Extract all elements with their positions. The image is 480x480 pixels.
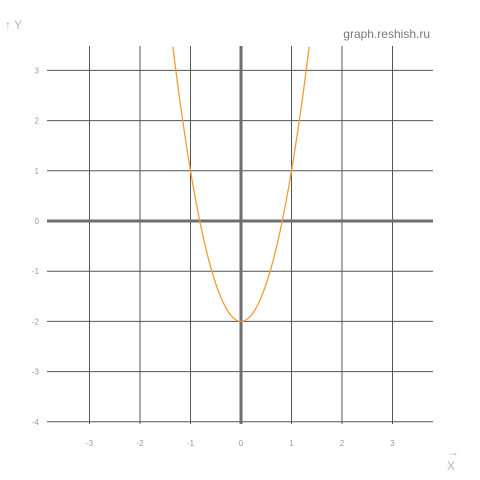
x-tick-label: 0 bbox=[239, 439, 244, 448]
y-tick-label: -3 bbox=[32, 368, 40, 377]
y-axis-title: ↑ Y bbox=[5, 18, 22, 32]
curve-series bbox=[172, 46, 310, 323]
x-tick-label: 1 bbox=[289, 439, 294, 448]
watermark: graph.reshish.ru bbox=[343, 27, 430, 41]
tick-labels: -3 -2 -1 0 1 2 3 -4 -3 -2 -1 0 1 2 3 bbox=[32, 66, 395, 448]
x-tick-label: 3 bbox=[390, 439, 395, 448]
y-tick-label: 2 bbox=[35, 117, 40, 126]
y-tick-label: -1 bbox=[32, 267, 40, 276]
y-tick-label: -4 bbox=[32, 418, 40, 427]
y-tick-label: 1 bbox=[35, 167, 40, 176]
curve-line bbox=[172, 46, 310, 323]
y-tick-label: -2 bbox=[32, 317, 40, 326]
up-arrow-icon: ↑ bbox=[5, 18, 11, 32]
x-tick-label: -1 bbox=[187, 439, 195, 448]
axes bbox=[47, 46, 433, 424]
y-tick-label: 0 bbox=[35, 217, 40, 226]
x-axis-label: X bbox=[447, 459, 456, 473]
right-arrow-icon: → bbox=[447, 445, 459, 459]
x-tick-label: -2 bbox=[136, 439, 144, 448]
x-tick-label: 2 bbox=[340, 439, 345, 448]
x-tick-label: -3 bbox=[86, 439, 94, 448]
x-axis-title: → X bbox=[447, 445, 459, 473]
y-axis-label: Y bbox=[14, 18, 23, 32]
y-tick-label: 3 bbox=[35, 66, 40, 75]
